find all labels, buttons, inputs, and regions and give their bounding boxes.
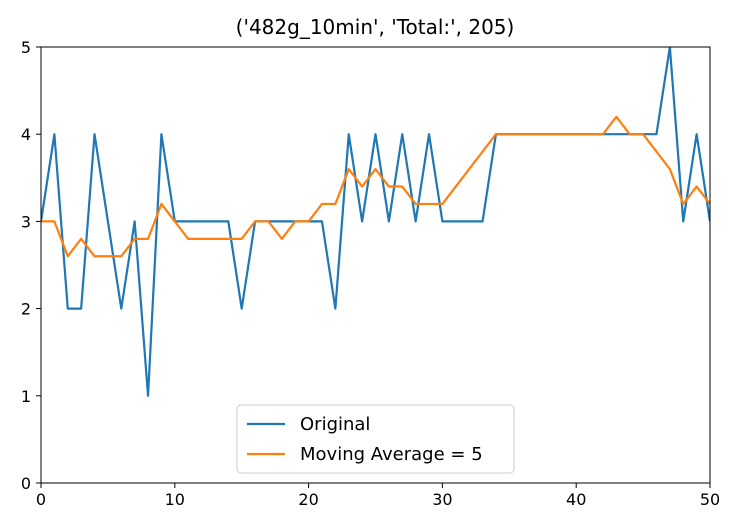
- series-line-moving-average: [41, 115, 710, 258]
- y-tick-label: 4: [21, 125, 31, 144]
- x-tick-label: 0: [36, 490, 46, 509]
- y-tick-label: 3: [21, 212, 31, 231]
- y-tick-label: 2: [21, 300, 31, 319]
- x-tick-label: 20: [298, 490, 318, 509]
- x-tick-label: 50: [700, 490, 720, 509]
- x-axis: 0 10 20 30 40 50: [36, 483, 720, 509]
- x-tick-label: 40: [566, 490, 586, 509]
- y-tick-label: 5: [21, 38, 31, 57]
- legend-label: Moving Average = 5: [300, 444, 483, 465]
- legend-label: Original: [300, 414, 370, 435]
- series-line-original: [41, 47, 710, 397]
- x-tick-label: 10: [165, 490, 185, 509]
- chart-title: ('482g_10min', 'Total:', 205): [236, 15, 515, 39]
- plot-frame: [40, 46, 711, 484]
- legend: Original Moving Average = 5: [236, 404, 515, 474]
- legend-box: [236, 404, 515, 474]
- plot-lines: [41, 47, 710, 397]
- y-axis: 0 1 2 3 4 5: [21, 38, 41, 493]
- y-tick-label: 0: [21, 474, 31, 493]
- y-tick-label: 1: [21, 387, 31, 406]
- x-tick-label: 30: [432, 490, 452, 509]
